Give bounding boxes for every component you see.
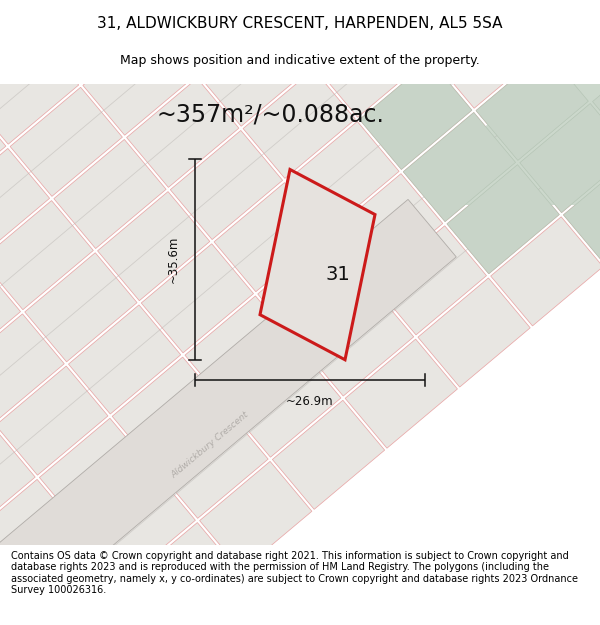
Polygon shape	[0, 35, 79, 144]
Polygon shape	[127, 522, 239, 625]
Polygon shape	[0, 479, 79, 589]
Polygon shape	[447, 164, 559, 274]
Polygon shape	[403, 112, 515, 222]
Polygon shape	[141, 244, 254, 353]
Polygon shape	[520, 104, 600, 212]
Polygon shape	[0, 96, 6, 206]
Polygon shape	[98, 192, 210, 301]
Polygon shape	[112, 357, 224, 466]
Text: Aldwickbury Crescent: Aldwickbury Crescent	[170, 410, 250, 480]
Text: Map shows position and indicative extent of the property.: Map shows position and indicative extent…	[120, 54, 480, 68]
Polygon shape	[200, 461, 312, 571]
Polygon shape	[0, 541, 6, 625]
Polygon shape	[593, 42, 600, 151]
Polygon shape	[331, 174, 443, 282]
Polygon shape	[127, 78, 239, 188]
Polygon shape	[520, 104, 600, 212]
Polygon shape	[214, 182, 326, 292]
Polygon shape	[83, 471, 196, 579]
Polygon shape	[54, 139, 166, 249]
Text: 31, ALDWICKBURY CRESCENT, HARPENDEN, AL5 5SA: 31, ALDWICKBURY CRESCENT, HARPENDEN, AL5…	[97, 16, 503, 31]
Polygon shape	[316, 8, 428, 118]
Polygon shape	[0, 314, 64, 423]
Polygon shape	[243, 69, 355, 178]
Polygon shape	[156, 409, 268, 518]
Polygon shape	[563, 156, 600, 265]
Polygon shape	[359, 61, 472, 169]
Polygon shape	[272, 400, 385, 509]
Text: ~26.9m: ~26.9m	[286, 395, 334, 408]
Polygon shape	[0, 149, 50, 258]
Polygon shape	[229, 348, 341, 457]
Polygon shape	[447, 164, 559, 274]
Polygon shape	[476, 51, 589, 161]
Polygon shape	[563, 156, 600, 265]
Polygon shape	[260, 169, 375, 360]
Polygon shape	[418, 278, 530, 387]
Polygon shape	[359, 61, 472, 169]
Polygon shape	[491, 217, 600, 326]
Text: ~357m²/~0.088ac.: ~357m²/~0.088ac.	[156, 102, 384, 126]
Polygon shape	[0, 199, 456, 625]
Polygon shape	[68, 305, 181, 414]
Polygon shape	[593, 42, 600, 151]
Polygon shape	[433, 0, 545, 108]
Polygon shape	[0, 428, 35, 536]
Polygon shape	[0, 366, 108, 475]
Polygon shape	[185, 296, 297, 405]
Polygon shape	[10, 531, 122, 625]
Polygon shape	[0, 0, 35, 92]
Polygon shape	[374, 226, 487, 335]
Polygon shape	[301, 287, 414, 396]
Polygon shape	[258, 235, 370, 344]
Polygon shape	[0, 201, 94, 309]
Polygon shape	[199, 17, 311, 126]
Text: 31: 31	[325, 265, 350, 284]
Polygon shape	[549, 0, 600, 99]
Polygon shape	[0, 262, 20, 371]
Polygon shape	[39, 0, 151, 83]
Polygon shape	[25, 253, 137, 362]
Polygon shape	[345, 339, 457, 448]
Text: Contains OS data © Crown copyright and database right 2021. This information is : Contains OS data © Crown copyright and d…	[11, 551, 578, 596]
Polygon shape	[40, 418, 152, 528]
Polygon shape	[476, 51, 589, 161]
Polygon shape	[403, 112, 515, 222]
Polygon shape	[170, 131, 283, 239]
Polygon shape	[430, 64, 600, 204]
Polygon shape	[83, 26, 195, 135]
Polygon shape	[287, 121, 399, 231]
Text: ~35.6m: ~35.6m	[167, 236, 179, 283]
Polygon shape	[10, 88, 122, 196]
